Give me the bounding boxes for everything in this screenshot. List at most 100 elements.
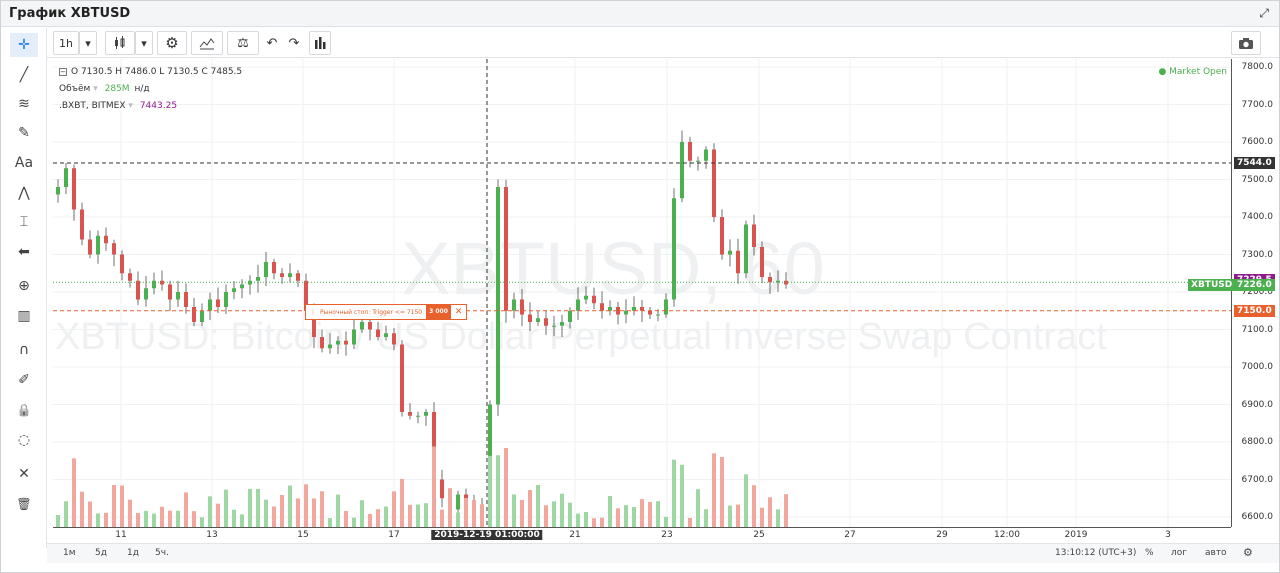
volume-bar <box>472 500 476 527</box>
trendline-icon[interactable]: ╱ <box>19 67 29 83</box>
candle <box>88 230 92 259</box>
candle <box>336 336 340 355</box>
pencil-lock-icon[interactable]: ✐ <box>18 372 30 388</box>
chevron-down-icon[interactable]: ▾ <box>128 101 133 111</box>
volume-bar <box>368 513 372 527</box>
volume-bar <box>712 453 716 527</box>
crosshair-price-badge: 7544.0 <box>1234 157 1275 169</box>
ruler-icon[interactable]: ▥ <box>17 308 31 324</box>
candle <box>160 270 164 291</box>
price-scale[interactable]: 7800.0 7700.0 7600.0 7500.0 7400.0 7300.0 7200… <box>1188 59 1279 527</box>
candle <box>712 143 716 223</box>
measure-icon[interactable]: ⌶ <box>19 214 29 230</box>
volume-bar <box>168 510 172 527</box>
gear-icon[interactable]: ⚙ <box>1243 546 1253 559</box>
range-5h[interactable]: 5ч. <box>155 548 169 558</box>
pattern-icon[interactable]: ⋀ <box>18 185 30 201</box>
auto-toggle[interactable]: авто <box>1205 548 1227 558</box>
bars-button[interactable] <box>309 31 331 55</box>
volume-bar <box>416 504 420 527</box>
eye-hidden-icon[interactable]: ◌ <box>17 432 31 448</box>
volume-bar <box>688 517 692 527</box>
price-tick: 7800.0 <box>1241 62 1274 72</box>
legend-volume: Объём ▾ 285M н/д <box>59 84 150 94</box>
candle <box>760 241 764 284</box>
range-1d[interactable]: 1д <box>127 548 139 558</box>
crosshair-icon[interactable]: ✛ <box>10 33 38 57</box>
interval-button[interactable]: 1h <box>53 31 79 55</box>
legend-collapse-icon[interactable]: − <box>59 68 67 76</box>
order-close-icon[interactable]: ✕ <box>454 307 463 317</box>
volume-na: н/д <box>134 84 150 94</box>
candle <box>440 469 444 508</box>
chart-type-button[interactable] <box>105 31 135 55</box>
order-line-label[interactable]: ⋮ Рыночный стоп: Trigger <= 7150 3 000 ✕ <box>305 304 468 320</box>
screenshot-button[interactable] <box>1231 31 1261 55</box>
range-1m[interactable]: 1м <box>63 548 76 558</box>
zoom-icon[interactable]: ⊕ <box>18 278 30 294</box>
candle <box>144 276 148 307</box>
candle <box>288 263 292 283</box>
undo-button[interactable]: ↶ <box>261 31 283 55</box>
candle <box>600 291 604 319</box>
candle <box>672 188 676 307</box>
volume-bar <box>80 491 84 527</box>
volume-bar <box>632 506 636 527</box>
settings-button[interactable]: ⚙ <box>157 31 187 55</box>
candle <box>696 156 700 171</box>
volume-bar <box>312 498 316 527</box>
wrench-icon[interactable]: ✕ <box>18 466 30 482</box>
volume-bar <box>504 447 508 527</box>
clock: 13:10:12 (UTC+3) <box>1055 548 1137 558</box>
volume-bar <box>728 505 732 527</box>
chart-type-dropdown[interactable]: ▾ <box>135 31 153 55</box>
chevron-down-icon[interactable]: ▾ <box>93 84 98 94</box>
price-tick: 7500.0 <box>1241 174 1274 185</box>
log-toggle[interactable]: лог <box>1171 548 1187 558</box>
chart-pane[interactable]: XBTUSD, 60 XBTUSD: Bitcoin / US Dollar Pe… <box>53 59 1231 527</box>
candle <box>120 250 124 281</box>
candle <box>720 209 724 260</box>
lock-icon[interactable]: 🔒 <box>16 403 32 417</box>
volume-bar <box>584 511 588 527</box>
fib-icon[interactable]: ≋ <box>18 96 30 112</box>
volume-bar <box>352 517 356 527</box>
symbol-badge: XBTUSD <box>1188 278 1236 291</box>
brush-icon[interactable]: ✎ <box>18 125 30 141</box>
volume-bar <box>200 517 204 527</box>
expand-icon[interactable]: ⤢ <box>1259 6 1269 20</box>
order-drag-icon[interactable]: ⋮ <box>310 308 316 316</box>
indicators-button[interactable] <box>191 31 223 55</box>
arrow-left-icon[interactable]: ⬅ <box>18 244 30 260</box>
compare-button[interactable]: ⚖ <box>227 31 259 55</box>
candle <box>72 164 76 221</box>
volume-bar <box>112 485 116 527</box>
trash-icon[interactable]: 🗑 <box>16 497 32 511</box>
candle <box>752 214 756 256</box>
candle <box>568 307 572 329</box>
volume-value: 285M <box>104 84 130 94</box>
time-tick: 3 <box>1165 530 1171 540</box>
percent-toggle[interactable]: % <box>1145 548 1154 558</box>
candle <box>352 318 356 350</box>
time-tick: 23 <box>661 530 673 540</box>
candle <box>296 270 300 288</box>
text-icon[interactable]: Aa <box>14 155 34 171</box>
candle <box>704 146 708 169</box>
candle <box>176 280 180 307</box>
candles-icon <box>115 36 125 49</box>
interval-dropdown[interactable]: ▾ <box>79 31 97 55</box>
redo-button[interactable]: ↷ <box>283 31 305 55</box>
range-5d[interactable]: 5д <box>95 548 107 558</box>
volume-bar <box>56 514 60 527</box>
volume-bar <box>576 513 580 527</box>
volume-bar <box>256 488 260 527</box>
candle <box>560 314 564 338</box>
candle <box>392 328 396 351</box>
candle <box>128 268 132 288</box>
volume-bar <box>456 512 460 527</box>
candle <box>320 329 324 353</box>
time-scale[interactable]: 11 13 15 17 2019-12-19 01:00:00 21 23 25 27 29 12:… <box>53 527 1231 543</box>
magnet-icon[interactable]: ∩ <box>18 342 30 358</box>
